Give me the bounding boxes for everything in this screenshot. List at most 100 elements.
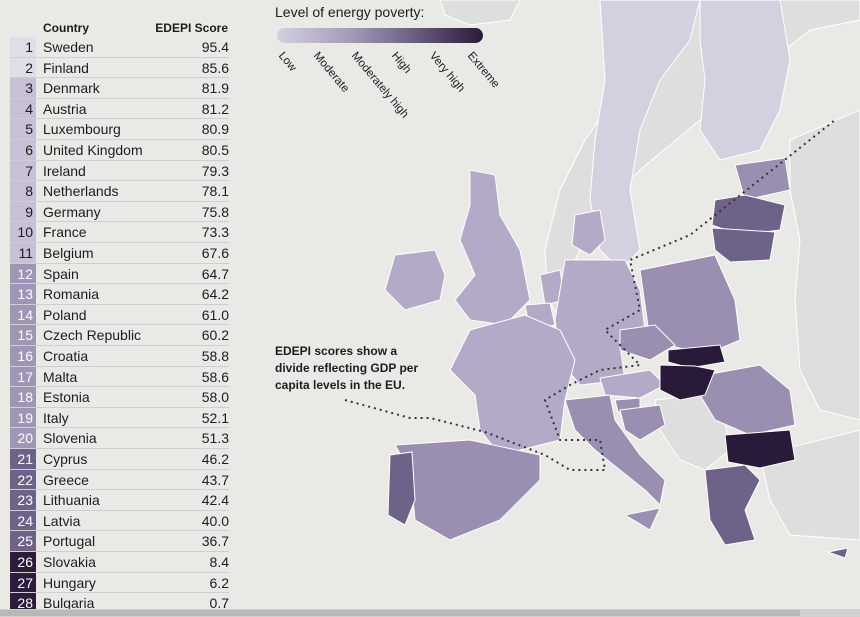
- table-row: 27 Hungary 6.2: [10, 572, 229, 594]
- cyprus-region: [826, 547, 849, 559]
- rank-cell: 19: [10, 407, 36, 428]
- country-cell: Latvia: [43, 512, 81, 529]
- rank-cell: 14: [10, 304, 36, 325]
- austria-region: [599, 369, 666, 399]
- score-cell: 81.2: [201, 100, 229, 117]
- rank-cell: 27: [10, 572, 36, 593]
- country-cell: Greece: [43, 471, 89, 488]
- score-cell: 52.1: [201, 409, 229, 426]
- russia-east-landmass: [789, 109, 860, 421]
- legend-gradient-bar: [277, 28, 483, 43]
- map-svg: [344, 0, 860, 559]
- europe-map: [236, 0, 860, 612]
- lithuania-region: [711, 227, 776, 263]
- score-cell: 81.9: [201, 80, 229, 97]
- rank-cell: 18: [10, 387, 36, 407]
- country-cell: Bulgaria: [43, 595, 95, 612]
- country-cell: Poland: [43, 306, 87, 323]
- ranking-table: Country EDEPI Score 1 Sweden 95.4 2 Finland 8…: [0, 0, 236, 614]
- rank-cell: 16: [10, 346, 36, 366]
- rank-cell: 10: [10, 222, 36, 242]
- country-cell: France: [43, 224, 87, 241]
- score-cell: 80.5: [201, 142, 229, 158]
- score-cell: 60.2: [201, 327, 229, 344]
- rank-cell: 12: [10, 263, 36, 284]
- score-cell: 61.0: [201, 306, 229, 323]
- country-cell: Romania: [43, 286, 100, 303]
- country-cell: Austria: [43, 100, 87, 117]
- table-row: 21 Cyprus 46.2: [10, 449, 229, 470]
- country-cell: Czech Republic: [43, 327, 142, 344]
- table-row: 24 Latvia 40.0: [10, 510, 229, 532]
- table-row: 17 Malta 58.6: [10, 366, 229, 388]
- country-cell: Portugal: [43, 533, 96, 550]
- table-row: 26 Slovakia 8.4: [10, 552, 229, 573]
- denmark-region: [571, 209, 606, 256]
- rank-cell: 4: [10, 98, 36, 119]
- score-cell: 0.7: [209, 595, 229, 612]
- sweden-region: [589, 0, 701, 271]
- table-row: 10 France 73.3: [10, 222, 229, 243]
- country-cell: Netherlands: [43, 183, 119, 200]
- rank-cell: 20: [10, 428, 36, 448]
- table-row: 12 Spain 64.7: [10, 263, 229, 285]
- sicily-region: [623, 507, 661, 531]
- legend-title: Level of energy poverty:: [275, 4, 425, 20]
- header-score: EDEPI Score: [155, 21, 228, 35]
- rank-cell: 1: [10, 37, 36, 57]
- rank-cell: 9: [10, 201, 36, 222]
- table-row: 6 United Kingdom 80.5: [10, 140, 229, 161]
- score-cell: 64.7: [201, 265, 229, 282]
- score-cell: 58.6: [201, 368, 229, 385]
- rank-cell: 3: [10, 78, 36, 98]
- score-cell: 8.4: [209, 554, 229, 570]
- rank-cell: 24: [10, 510, 36, 531]
- score-cell: 36.7: [201, 533, 229, 550]
- rank-cell: 7: [10, 160, 36, 181]
- iceland-landmass: [439, 0, 521, 26]
- country-cell: Belgium: [43, 245, 94, 261]
- scrollbar-thumb[interactable]: [0, 610, 800, 616]
- score-cell: 43.7: [201, 471, 229, 488]
- country-cell: Hungary: [43, 574, 96, 591]
- country-cell: Ireland: [43, 162, 86, 179]
- score-cell: 58.0: [201, 389, 229, 406]
- score-cell: 58.8: [201, 348, 229, 364]
- table-row: 16 Croatia 58.8: [10, 346, 229, 367]
- table-row: 19 Italy 52.1: [10, 407, 229, 429]
- score-cell: 40.0: [201, 512, 229, 529]
- horizontal-scrollbar[interactable]: [0, 609, 860, 617]
- ireland-region: [384, 249, 446, 311]
- country-cell: Sweden: [43, 39, 94, 55]
- country-cell: Germany: [43, 203, 101, 220]
- table-row: 23 Lithuania 42.4: [10, 490, 229, 511]
- table-row: 3 Denmark 81.9: [10, 78, 229, 99]
- rank-cell: 25: [10, 531, 36, 551]
- score-cell: 85.6: [201, 59, 229, 76]
- table-row: 1 Sweden 95.4: [10, 37, 229, 58]
- slovakia-region: [667, 344, 726, 369]
- country-cell: Italy: [43, 409, 69, 426]
- score-cell: 79.3: [201, 162, 229, 179]
- hungary-region: [659, 364, 716, 401]
- score-cell: 78.1: [201, 183, 229, 200]
- table-row: 9 Germany 75.8: [10, 201, 229, 223]
- country-cell: Cyprus: [43, 451, 88, 467]
- score-cell: 6.2: [209, 574, 229, 591]
- france-region: [449, 314, 576, 456]
- table-row: 13 Romania 64.2: [10, 284, 229, 305]
- czech-region: [619, 324, 676, 361]
- finland-region: [699, 0, 791, 161]
- score-cell: 67.6: [201, 245, 229, 261]
- table-row: 22 Greece 43.7: [10, 469, 229, 491]
- score-cell: 51.3: [201, 430, 229, 447]
- divide-annotation: EDEPI scores show a divide reflecting GD…: [275, 344, 419, 392]
- score-cell: 64.2: [201, 286, 229, 303]
- country-cell: Spain: [43, 265, 79, 282]
- rank-cell: 17: [10, 366, 36, 387]
- table-row: 18 Estonia 58.0: [10, 387, 229, 408]
- country-cell: Lithuania: [43, 492, 100, 509]
- rank-cell: 11: [10, 243, 36, 263]
- latvia-region: [711, 194, 786, 236]
- country-cell: Finland: [43, 59, 89, 76]
